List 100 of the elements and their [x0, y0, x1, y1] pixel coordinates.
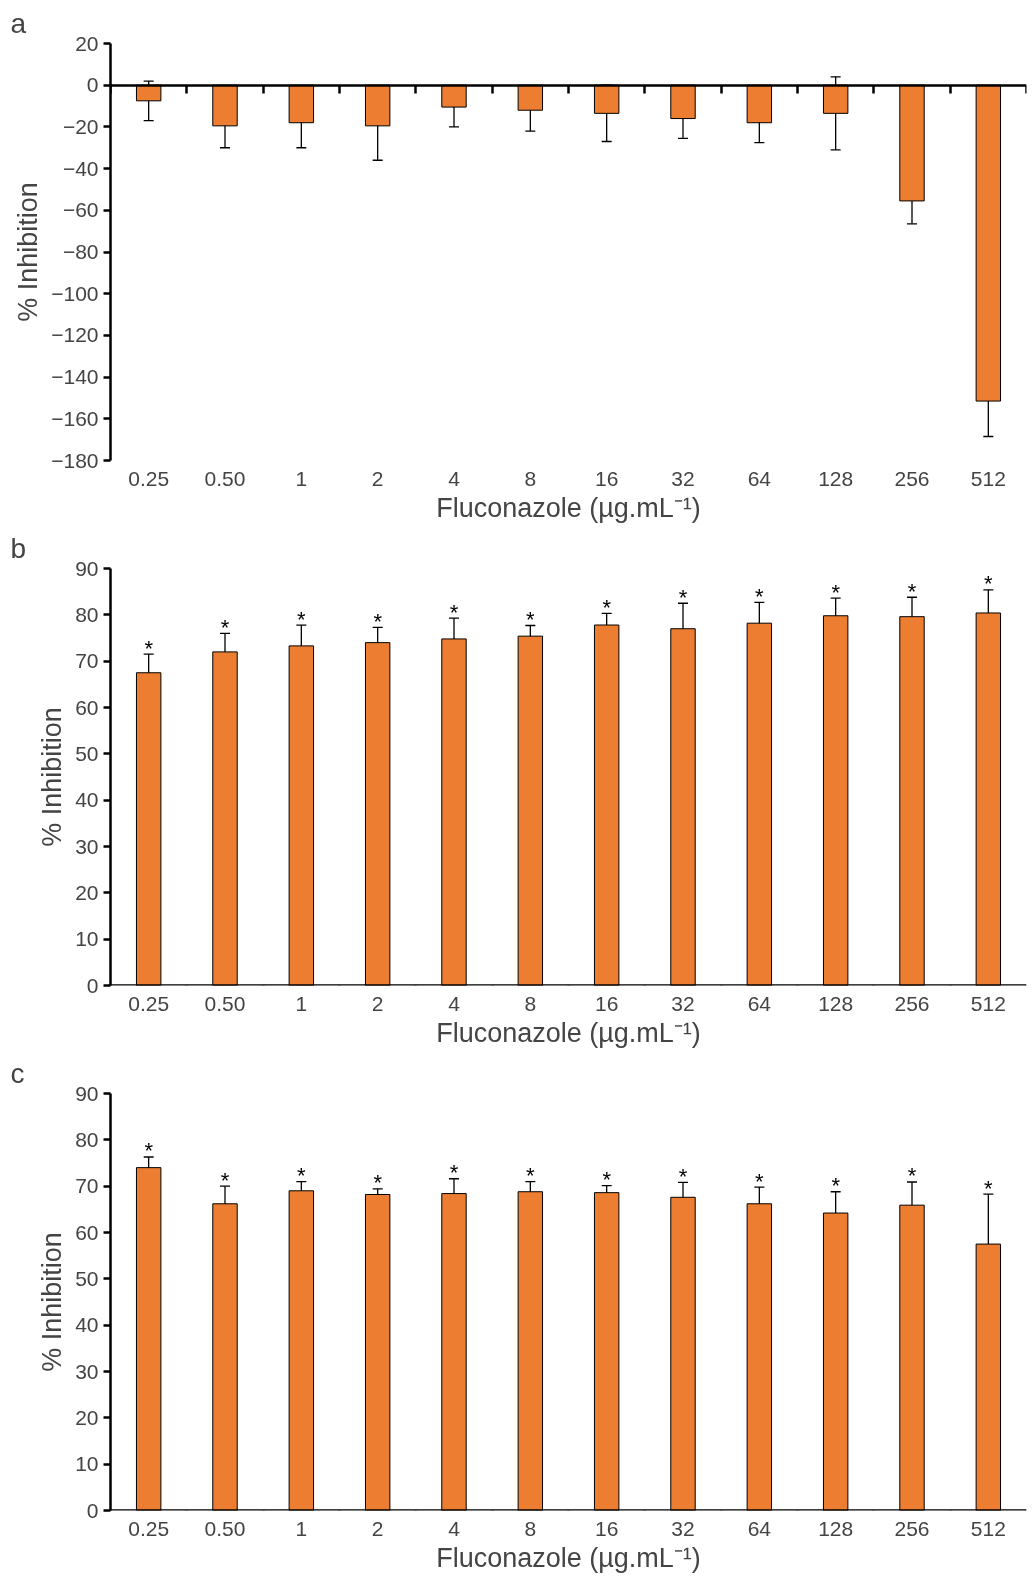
chart-title: b [10, 532, 27, 564]
y-tick-label: 0 [86, 1498, 99, 1522]
annotation: * [220, 1167, 230, 1193]
x-tick-label: 1 [295, 1516, 308, 1540]
y-tick-label: −160 [51, 406, 99, 430]
x-tick-label: 32 [671, 466, 695, 490]
x-tick-label: 512 [970, 466, 1006, 490]
y-tick-label: −140 [51, 365, 99, 389]
y-axis-title: % Inhibition [13, 182, 44, 322]
y-tick-label: −80 [62, 240, 99, 263]
annotation: * [678, 584, 688, 610]
annotation: * [984, 1175, 994, 1201]
annotation: * [144, 635, 154, 661]
x-tick-label: 1 [295, 991, 308, 1015]
y-tick-label: 70 [75, 649, 99, 673]
annotation: * [907, 578, 917, 604]
y-tick-label: 70 [75, 1174, 99, 1198]
annotation: * [373, 608, 383, 634]
x-tick-label: 8 [524, 466, 537, 490]
y-tick-label: 10 [75, 927, 99, 951]
x-tick-label: 8 [524, 1516, 537, 1540]
y-tick-label: 40 [75, 1313, 99, 1337]
y-tick-label: −100 [51, 281, 99, 305]
y-tick-label: −40 [62, 156, 99, 180]
x-tick-label: 4 [448, 466, 461, 490]
chart-title: c [10, 1057, 25, 1089]
x-tick-label: 0.25 [128, 1516, 170, 1540]
annotation: * [220, 614, 230, 640]
x-tick-label: 16 [594, 1516, 619, 1540]
y-tick-label: 50 [75, 1266, 99, 1290]
y-tick-label: 20 [75, 1405, 99, 1429]
y-tick-label: −20 [62, 114, 99, 138]
x-tick-label: 128 [818, 1516, 854, 1540]
y-tick-label: 60 [75, 695, 99, 719]
x-tick-label: 16 [594, 466, 619, 490]
x-tick-label: 64 [747, 1516, 772, 1540]
y-tick-label: 20 [75, 31, 99, 55]
y-tick-label: 80 [75, 1127, 99, 1151]
x-tick-label: 0.50 [204, 1516, 246, 1540]
annotation: * [297, 606, 307, 632]
y-tick-label: 90 [75, 556, 99, 580]
annotation: * [449, 1160, 459, 1186]
x-tick-label: 512 [970, 991, 1006, 1015]
x-tick-label: 16 [594, 991, 619, 1015]
chart-title: a [10, 7, 27, 39]
annotation: * [449, 599, 459, 625]
annotation: * [602, 1167, 612, 1193]
y-tick-label: 80 [75, 602, 99, 626]
annotation: * [297, 1163, 307, 1189]
x-tick-label: 2 [371, 466, 384, 490]
x-tick-label: 256 [894, 991, 930, 1015]
annotation: * [526, 606, 536, 632]
y-tick-label: −120 [51, 323, 99, 347]
y-tick-label: 30 [75, 834, 99, 858]
x-tick-label: 1 [295, 466, 308, 490]
annotation: * [984, 571, 994, 597]
x-tick-label: 256 [894, 1516, 930, 1540]
y-tick-label: −60 [62, 198, 99, 222]
x-tick-label: 2 [371, 1516, 384, 1540]
annotation: * [678, 1163, 688, 1189]
x-axis-title: Fluconazole (µg.mL⁻¹) [436, 1542, 701, 1573]
y-tick-label: 0 [86, 973, 99, 997]
x-tick-label: 32 [671, 991, 695, 1015]
x-tick-label: 0.50 [204, 466, 246, 490]
x-tick-label: 32 [671, 1516, 695, 1540]
annotation: * [755, 583, 765, 609]
x-tick-label: 256 [894, 466, 930, 490]
y-axis-title: % Inhibition [37, 1232, 68, 1372]
annotation: * [831, 1173, 841, 1199]
annotation: * [144, 1138, 154, 1164]
x-axis-title: Fluconazole (µg.mL⁻¹) [436, 1017, 701, 1048]
annotation: * [831, 579, 841, 605]
x-tick-label: 512 [970, 1516, 1006, 1540]
annotation: * [755, 1168, 765, 1194]
x-tick-label: 8 [524, 991, 537, 1015]
y-tick-label: 50 [75, 741, 99, 765]
x-tick-label: 0.25 [128, 466, 170, 490]
x-axis-title: Fluconazole (µg.mL⁻¹) [436, 492, 701, 523]
y-tick-label: 20 [75, 880, 99, 904]
x-tick-label: 64 [747, 466, 772, 490]
x-tick-label: 128 [818, 991, 854, 1015]
annotation: * [373, 1170, 383, 1196]
y-tick-label: 40 [75, 788, 99, 812]
y-axis-title: % Inhibition [37, 707, 68, 847]
x-tick-label: 128 [818, 466, 854, 490]
y-tick-label: 0 [86, 73, 99, 97]
x-tick-label: 4 [448, 991, 461, 1015]
x-tick-label: 64 [747, 991, 772, 1015]
x-tick-label: 0.50 [204, 991, 246, 1015]
annotation: * [526, 1163, 536, 1189]
x-tick-label: 4 [448, 1516, 461, 1540]
y-tick-label: 60 [75, 1220, 99, 1244]
y-tick-label: −180 [51, 448, 99, 472]
y-tick-label: 10 [75, 1452, 99, 1476]
x-tick-label: 2 [371, 991, 384, 1015]
annotation: * [907, 1163, 917, 1189]
x-tick-label: 0.25 [128, 991, 170, 1015]
y-tick-label: 90 [75, 1081, 99, 1105]
y-tick-label: 30 [75, 1359, 99, 1383]
annotation: * [602, 594, 612, 620]
